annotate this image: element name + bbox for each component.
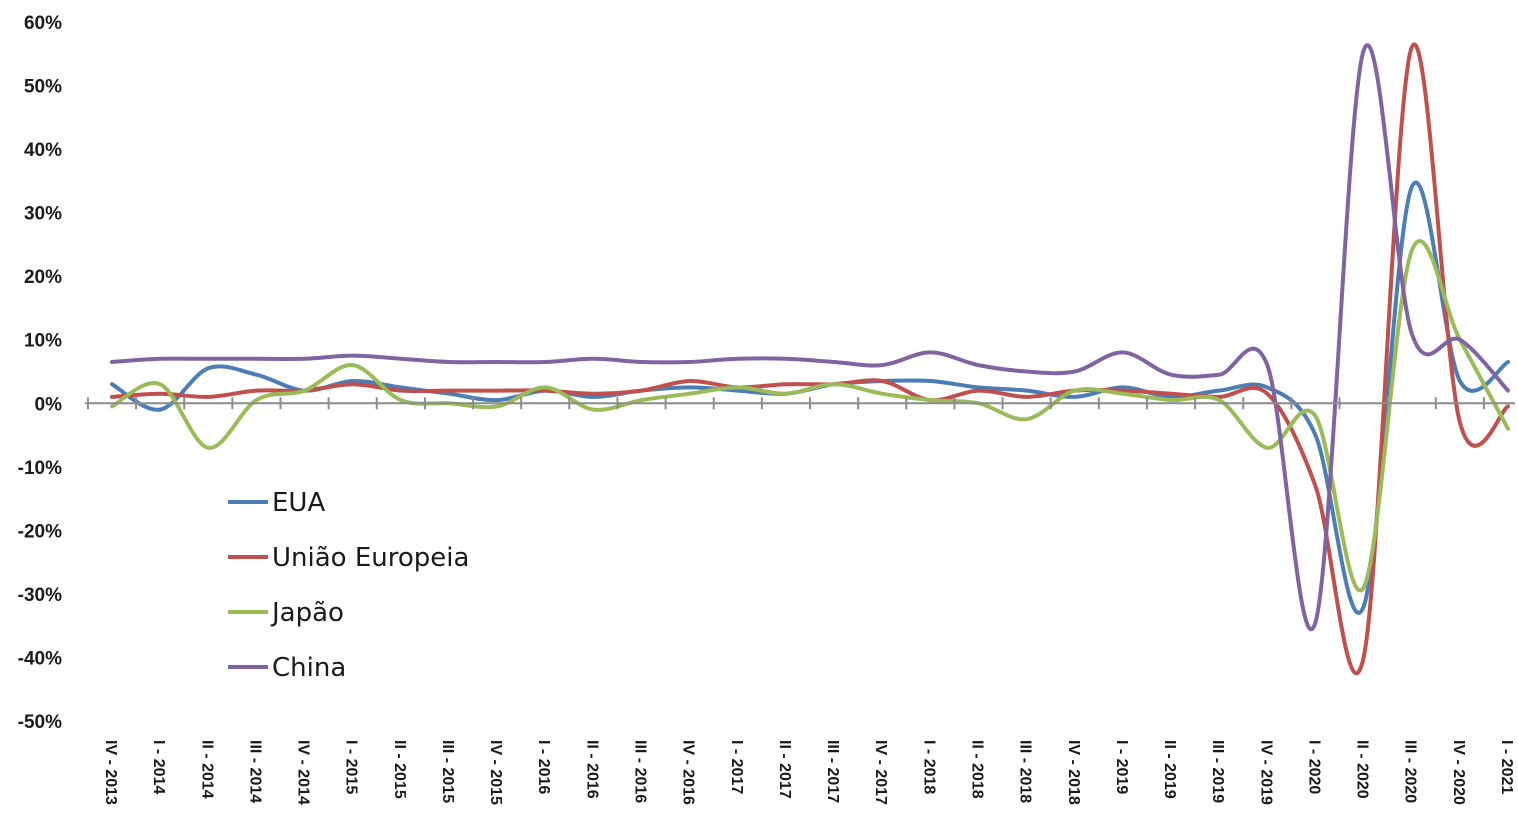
x-tick-label: I - 2017 <box>728 740 745 794</box>
x-tick-label: IV - 2016 <box>680 740 697 805</box>
y-tick-label: -40% <box>18 648 62 669</box>
x-tick-label: I - 2020 <box>1305 740 1322 794</box>
x-tick-label: I - 2021 <box>1498 740 1515 794</box>
x-tick-label: II - 2020 <box>1354 740 1371 799</box>
y-tick-label: 50% <box>24 77 62 98</box>
y-tick-label: 0% <box>35 394 63 415</box>
y-tick-label: -10% <box>18 458 62 479</box>
series-line-japao <box>110 239 1510 593</box>
x-tick-label: III - 2016 <box>632 740 649 803</box>
x-tick-label: II - 2016 <box>583 740 600 799</box>
x-tick-label: II - 2014 <box>198 740 215 799</box>
y-tick-label: 10% <box>24 331 62 352</box>
x-tick-label: III - 2020 <box>1402 740 1419 803</box>
x-tick-label: III - 2015 <box>439 740 456 803</box>
x-tick-label: I - 2016 <box>535 740 552 794</box>
y-tick-label: -30% <box>18 585 62 606</box>
x-tick-label: I - 2015 <box>343 740 360 794</box>
legend: EUA União Europeia Japão China <box>228 488 469 683</box>
x-tick-label: III - 2014 <box>246 740 263 803</box>
y-tick-label: -50% <box>18 712 62 733</box>
x-axis-tick-labels: IV - 2013 I - 2014 II - 2014 III - 2014 IV -… <box>102 740 1515 805</box>
y-tick-label: 20% <box>24 267 62 288</box>
x-tick-label: III - 2018 <box>1017 740 1034 803</box>
y-axis-tick-labels: 60% 50% 40% 30% 20% 10% 0% -10% -20% -30% -40% -50% <box>18 13 62 733</box>
x-tick-label: IV - 2020 <box>1450 740 1467 805</box>
legend-label: China <box>272 653 346 683</box>
x-tick-label: II - 2017 <box>776 740 793 799</box>
y-tick-label: -20% <box>18 521 62 542</box>
x-tick-label: I - 2019 <box>1113 740 1130 794</box>
series-line-china <box>110 43 1510 632</box>
x-tick-label: III - 2019 <box>1209 740 1226 803</box>
x-tick-label: II - 2018 <box>969 740 986 799</box>
x-tick-label: IV - 2014 <box>295 740 312 805</box>
x-tick-label: IV - 2015 <box>487 740 504 805</box>
x-tick-label: IV - 2013 <box>102 740 119 805</box>
y-tick-label: 40% <box>24 140 62 161</box>
x-tick-label: III - 2017 <box>824 740 841 803</box>
legend-label: União Europeia <box>272 543 469 573</box>
y-tick-label: 30% <box>24 204 62 225</box>
x-tick-label: I - 2018 <box>920 740 937 794</box>
legend-label: Japão <box>270 598 344 628</box>
legend-label: EUA <box>272 488 325 518</box>
x-axis <box>85 397 1515 410</box>
series-lines <box>110 42 1510 676</box>
y-tick-label: 60% <box>24 13 62 34</box>
x-tick-label: II - 2015 <box>391 740 408 799</box>
x-tick-label: IV - 2019 <box>1257 740 1274 805</box>
x-tick-label: II - 2019 <box>1161 740 1178 799</box>
x-tick-label: IV - 2017 <box>872 740 889 805</box>
x-tick-label: I - 2014 <box>150 740 167 794</box>
x-tick-label: IV - 2018 <box>1065 740 1082 805</box>
